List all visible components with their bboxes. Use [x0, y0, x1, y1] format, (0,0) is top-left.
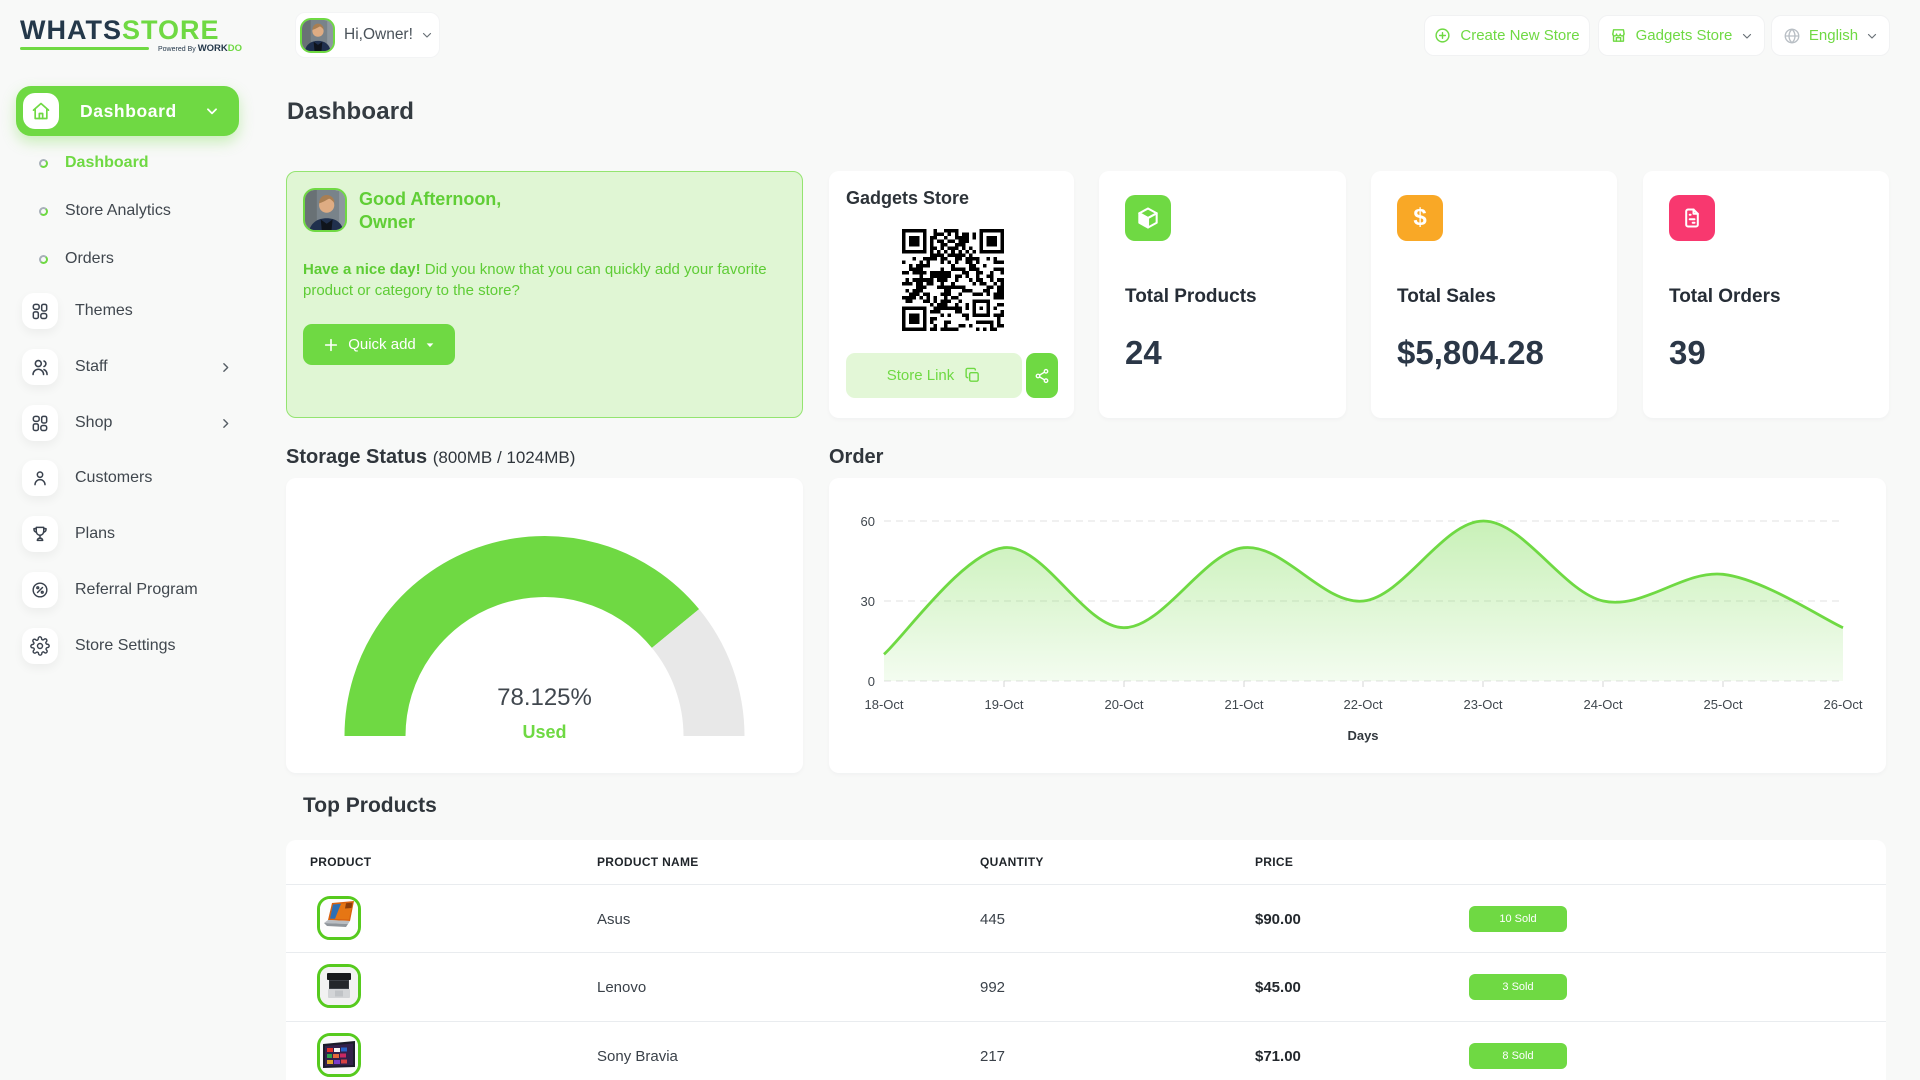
svg-text:22-Oct: 22-Oct	[1343, 697, 1382, 712]
svg-text:18-Oct: 18-Oct	[864, 697, 903, 712]
svg-text:20-Oct: 20-Oct	[1104, 697, 1143, 712]
svg-text:24-Oct: 24-Oct	[1583, 697, 1622, 712]
svg-text:30: 30	[861, 594, 875, 609]
svg-text:19-Oct: 19-Oct	[984, 697, 1023, 712]
svg-text:0: 0	[868, 674, 875, 689]
svg-text:Days: Days	[1347, 728, 1378, 743]
svg-text:23-Oct: 23-Oct	[1463, 697, 1502, 712]
svg-text:60: 60	[861, 514, 875, 529]
svg-text:21-Oct: 21-Oct	[1224, 697, 1263, 712]
svg-text:26-Oct: 26-Oct	[1823, 697, 1862, 712]
svg-text:25-Oct: 25-Oct	[1703, 697, 1742, 712]
